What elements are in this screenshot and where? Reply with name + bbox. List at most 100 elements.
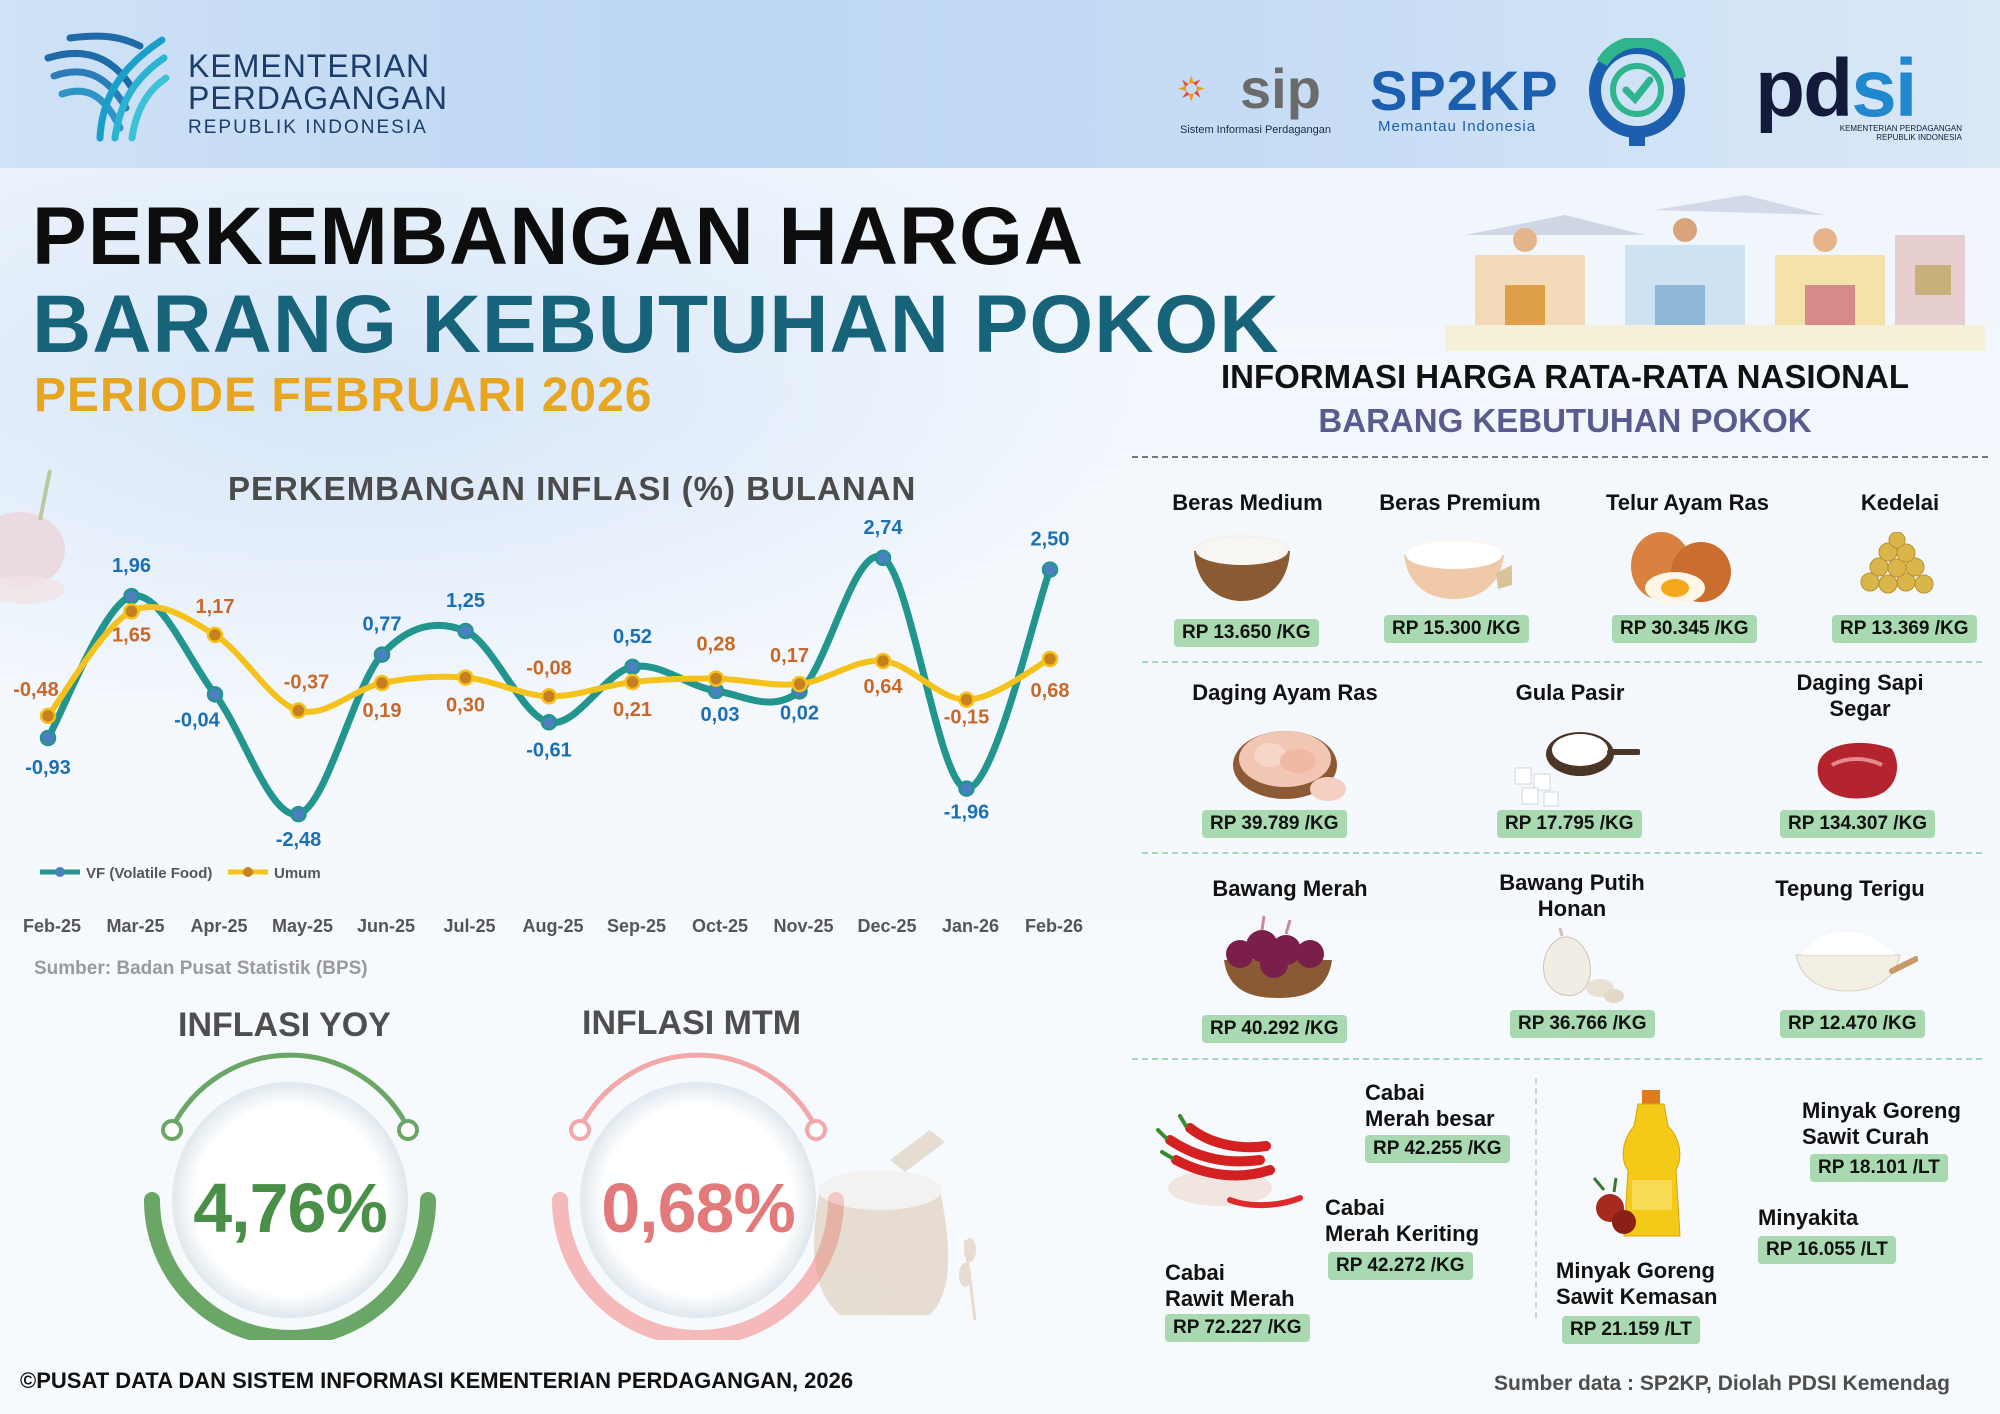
flour-sack-icon — [814, 1130, 977, 1321]
data-point-vf — [39, 729, 57, 747]
x-tick-label: Nov-25 — [773, 916, 833, 936]
x-tick-label: Oct-25 — [692, 916, 748, 936]
x-tick-label: Feb-25 — [23, 916, 81, 936]
x-tick-label: Aug-25 — [522, 916, 583, 936]
data-point-vf — [874, 549, 892, 567]
market-illustration-icon — [1445, 195, 1985, 351]
x-tick-label: Apr-25 — [190, 916, 247, 936]
item-name-daging-ayam-ras: Daging Ayam Ras — [1192, 680, 1378, 705]
org-line-2: PERDAGANGAN — [188, 80, 448, 116]
org-line-3: REPUBLIK INDONESIA — [188, 117, 428, 138]
data-label-umum: -0,48 — [13, 679, 59, 701]
price-cabai-merah-besar: RP 42.255 /KG — [1365, 1135, 1510, 1163]
price-cabai-rawit-merah: RP 72.227 /KG — [1165, 1314, 1310, 1342]
item-name-bawang-putih-honan: Bawang Putih Honan — [1499, 870, 1645, 922]
data-point-vf — [1041, 561, 1059, 578]
sip-wordmark: sip — [1240, 57, 1321, 120]
item-name-daging-sapi-segar: Daging Sapi Segar — [1796, 670, 1924, 722]
x-tick-label: Dec-25 — [857, 916, 916, 936]
price-telur-ayam-ras: RP 30.345 /KG — [1612, 615, 1757, 643]
sip-sun-logo-icon — [1178, 75, 1205, 102]
data-label-umum: -0,08 — [526, 657, 572, 679]
inflation-yoy-title: INFLASI YOY — [178, 1006, 391, 1044]
main-title-line-2: BARANG KEBUTUHAN POKOK — [32, 279, 1280, 370]
inflation-mtm-value: 0,68% — [601, 1169, 795, 1247]
data-point-umum — [1041, 650, 1059, 668]
data-label-vf: 2,50 — [1031, 529, 1070, 551]
x-tick-label: Sep-25 — [607, 916, 666, 936]
data-label-umum: -0,15 — [944, 707, 990, 729]
item-name-tepung-terigu: Tepung Terigu — [1775, 876, 1925, 901]
legend-label-vf: VF (Volatile Food) — [86, 865, 212, 882]
eggs-icon — [1631, 532, 1731, 604]
inflation-line-chart: -0,93 1,96 -0,04 -2,48 0,77 1,25 -0,61 0,52 0,03… — [13, 520, 1083, 936]
data-label-vf: 1,25 — [446, 590, 485, 612]
mtm-ring-icon — [552, 1052, 844, 1346]
soybeans-icon — [1860, 532, 1934, 594]
background-wash — [0, 168, 1150, 728]
price-kedelai: RP 13.369 /KG — [1832, 615, 1977, 643]
pdsi-subtitle: KEMENTERIAN PERDAGANGAN REPUBLIK INDONES… — [1839, 124, 1962, 142]
price-gula-pasir: RP 17.795 /KG — [1497, 810, 1642, 838]
sugar-icon — [1514, 732, 1640, 807]
column-divider — [1535, 1078, 1537, 1318]
inflation-yoy-gauge: 4,76% — [140, 1050, 440, 1346]
data-point-vf — [624, 658, 641, 676]
data-label-vf: 0,02 — [780, 702, 819, 724]
x-tick-label: Mar-25 — [106, 916, 164, 936]
data-label-umum: 0,28 — [697, 634, 736, 656]
data-label-umum: 0,30 — [446, 695, 485, 717]
price-tepung-terigu: RP 12.470 /KG — [1780, 1010, 1925, 1038]
row-divider — [1142, 852, 1982, 854]
data-point-umum — [457, 669, 474, 686]
data-point-vf — [206, 686, 224, 703]
data-point-vf — [540, 714, 558, 731]
x-tick-label: Jun-25 — [357, 916, 415, 936]
item-name-kedelai: Kedelai — [1860, 490, 1940, 515]
rice-bowl-icon — [1194, 535, 1290, 601]
data-point-umum — [39, 707, 57, 725]
sip-subtitle: Sistem Informasi Perdagangan — [1180, 124, 1332, 136]
data-point-umum — [707, 670, 725, 687]
price-minyak-goreng-sawit-curah: RP 18.101 /LT — [1810, 1154, 1948, 1182]
x-tick-label: Feb-26 — [1025, 916, 1083, 936]
item-name-cabai-merah-besar: Cabai Merah besar — [1365, 1080, 1495, 1132]
data-label-umum: 0,19 — [363, 700, 402, 722]
item-name-cabai-merah-keriting: Cabai Merah Keriting — [1325, 1195, 1480, 1247]
legend-marker-umum — [243, 867, 253, 877]
pdsi-part-a: pd — [1755, 43, 1853, 134]
sp2kp-subtitle: Memantau Indonesia — [1378, 118, 1537, 135]
price-beras-premium: RP 15.300 /KG — [1384, 615, 1529, 643]
data-label-umum: 1,17 — [196, 596, 235, 618]
price-info-title: INFORMASI HARGA RATA-RATA NASIONAL — [1220, 358, 1910, 395]
data-label-vf: -1,96 — [944, 802, 990, 824]
main-title-line-1: PERKEMBANGAN HARGA — [32, 191, 1085, 282]
item-name-minyak-goreng-sawit-curah: Minyak Goreng Sawit Curah — [1802, 1098, 1961, 1150]
period-title: PERIODE FEBRUARI 2026 — [34, 369, 653, 422]
data-source-text: Sumber data : SP2KP, Diolah PDSI Kemenda… — [1494, 1372, 1950, 1395]
data-label-vf: 0,03 — [701, 704, 740, 726]
data-label-umum: 0,68 — [1031, 680, 1070, 702]
data-label-vf: -0,04 — [174, 709, 220, 731]
data-label-vf: 0,77 — [363, 614, 402, 636]
pdsi-part-b: si — [1851, 43, 1917, 134]
x-tick-label: May-25 — [272, 916, 333, 936]
cooking-oil-bottle-icon — [1592, 1090, 1681, 1237]
item-name-gula-pasir: Gula Pasir — [1515, 680, 1625, 705]
data-point-vf — [958, 780, 975, 797]
inflation-mtm-gauge: 0,68% — [548, 1050, 848, 1346]
item-name-minyakita: Minyakita — [1758, 1205, 1859, 1230]
pdsi-wordmark: pdsi — [1755, 42, 1918, 136]
data-point-umum — [206, 626, 224, 644]
item-name-telur-ayam-ras: Telur Ayam Ras — [1605, 490, 1770, 515]
x-tick-label: Jul-25 — [443, 916, 495, 936]
data-point-umum — [290, 702, 307, 719]
yoy-ring-icon — [144, 1052, 436, 1346]
premium-rice-bowl-icon — [1404, 539, 1512, 599]
price-cabai-merah-keriting: RP 42.272 /KG — [1328, 1252, 1473, 1280]
x-tick-label: Jan-26 — [942, 916, 999, 936]
data-label-vf: 0,52 — [613, 626, 652, 648]
data-point-umum — [373, 674, 391, 692]
item-name-bawang-merah: Bawang Merah — [1212, 876, 1368, 901]
item-name-beras-medium: Beras Medium — [1172, 490, 1323, 515]
